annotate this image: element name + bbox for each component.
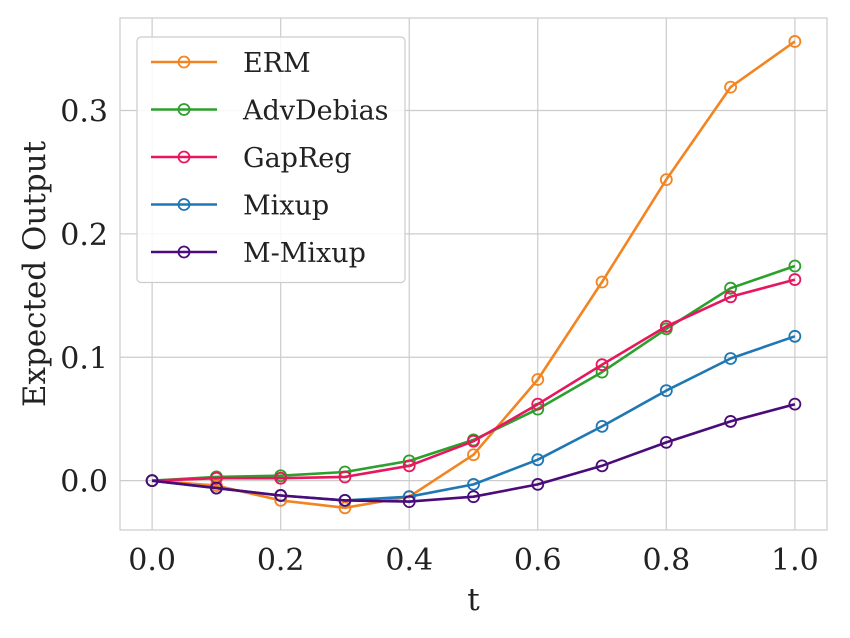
data-point-gapreg [467, 434, 480, 448]
y-tick-label: 0.0 [60, 465, 108, 500]
data-point-mixup [531, 453, 545, 467]
data-point-mixup [467, 477, 480, 491]
y-tick-label: 0.3 [60, 95, 108, 130]
data-point-m-mixup [210, 481, 223, 495]
legend-item-m-mixup: M-Mixup [151, 238, 366, 269]
legend-item-gapreg: GapReg [151, 143, 352, 174]
y-axis-label: Expected Output [17, 140, 53, 407]
data-point-gapreg [210, 471, 223, 485]
data-point-gapreg [788, 273, 802, 286]
legend-swatch-marker [177, 103, 191, 116]
data-point-erm [531, 373, 545, 386]
legend-item-erm: ERM [151, 48, 311, 79]
data-point-m-mixup [338, 493, 352, 507]
legend-box [136, 36, 406, 284]
data-point-advdebias [788, 259, 802, 273]
plot-area-frame [119, 17, 828, 531]
legend-swatch-marker [177, 150, 191, 164]
legend-label: Mixup [243, 191, 329, 222]
data-point-erm [467, 448, 480, 462]
legend-item-mixup: Mixup [151, 191, 329, 222]
tick-labels: 0.0 0.2 0.4 0.6 0.8 1.0 0.0 0.1 0.2 0.3 [60, 95, 818, 578]
data-point-erm [595, 275, 609, 289]
series-m-mixup [145, 397, 802, 509]
y-tick-label: 0.2 [60, 218, 108, 253]
data-point-m-mixup [788, 397, 802, 411]
data-point-m-mixup [274, 489, 288, 502]
data-point-m-mixup [402, 495, 416, 509]
data-point-advdebias [595, 365, 609, 379]
x-tick-label: 0.2 [257, 543, 305, 578]
data-point-mixup [659, 384, 673, 397]
legend-label: AdvDebias [242, 96, 389, 127]
x-tick-label: 0.8 [642, 543, 690, 578]
legend: ERM AdvDebias GapReg Mixup M-Mixup [136, 36, 406, 284]
data-point-mixup [724, 352, 737, 365]
data-point-mixup [788, 329, 802, 343]
data-point-erm [659, 173, 673, 187]
data-point-gapreg [724, 290, 737, 304]
data-point-erm [338, 501, 352, 515]
data-point-erm [724, 80, 737, 94]
series-line-m-mixup [151, 402, 796, 503]
legend-swatch-marker [177, 55, 191, 69]
series-line-erm [152, 40, 796, 510]
x-tick-label: 0.0 [128, 543, 176, 578]
data-point-m-mixup [595, 459, 609, 473]
y-tick-label: 0.1 [60, 341, 108, 376]
x-tick-label: 0.6 [514, 543, 562, 578]
legend-label: ERM [243, 48, 311, 79]
data-point-gapreg [402, 459, 416, 473]
data-point-gapreg [659, 320, 673, 333]
data-point-gapreg [595, 358, 609, 372]
legend-label: M-Mixup [243, 238, 366, 269]
legend-label: GapReg [243, 143, 352, 174]
data-point-mixup [595, 419, 609, 433]
data-point-m-mixup [145, 474, 159, 488]
data-point-m-mixup [724, 415, 737, 428]
legend-swatch-marker [177, 198, 191, 211]
data-point-m-mixup [467, 490, 480, 504]
data-point-m-mixup [531, 477, 545, 491]
x-tick-label: 1.0 [771, 543, 819, 578]
series-line-gapreg [152, 278, 796, 482]
data-point-gapreg [274, 471, 288, 485]
legend-swatch-marker [177, 245, 191, 259]
data-point-advdebias [724, 281, 737, 295]
data-point-gapreg [531, 397, 545, 411]
data-point-m-mixup [659, 436, 673, 449]
data-point-erm [788, 35, 802, 48]
data-point-gapreg [338, 470, 352, 484]
legend-item-advdebias: AdvDebias [151, 96, 389, 127]
series-lines [145, 35, 802, 515]
x-axis-label: t [467, 582, 480, 618]
x-tick-label: 0.4 [385, 543, 433, 578]
